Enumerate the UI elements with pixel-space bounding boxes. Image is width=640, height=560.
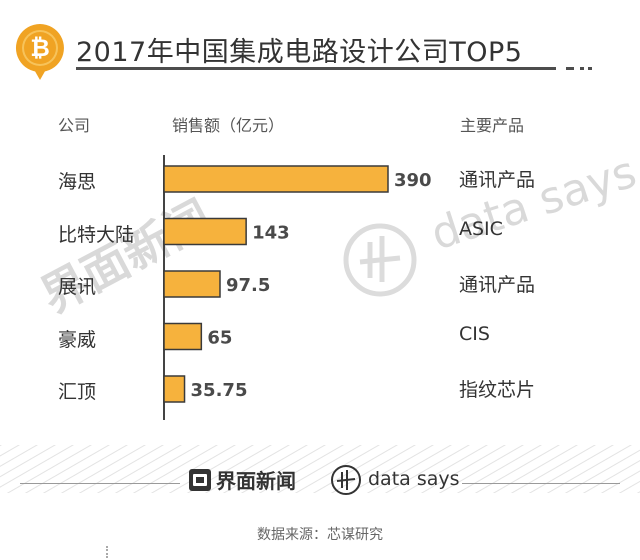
title-underline-dash [580,67,584,70]
bar-value-label: 35.75 [191,380,248,401]
column-header-company: 公司 [58,116,91,135]
category-label: 海思 [58,171,97,193]
bar-chart: 390 143 97.5 65 35.75 [163,155,432,420]
footer-divider [20,483,180,484]
bar [163,375,186,403]
dotted-marker [106,546,110,558]
bar [163,270,221,298]
product-label: ASIC [459,217,503,240]
category-label: 豪威 [58,328,97,351]
column-header-product: 主要产品 [460,116,525,135]
bar-value-label: 97.5 [226,275,270,296]
bitcoin-icon: ₿ [15,24,64,80]
watermark-datasays-icon [343,223,417,297]
column-header-sales: 销售额（亿元） [172,116,285,135]
bar [163,322,203,351]
footer-hatch-pattern [0,445,640,493]
bar [163,165,389,193]
svg-text:₿: ₿ [30,34,50,62]
footer-brand-cn: 界面新闻 [216,469,296,493]
chart-title: 2017年中国集成电路设计公司TOP5 [76,37,523,68]
jiemian-logo-icon [189,469,211,491]
product-label: CIS [459,322,490,345]
category-label: 展讯 [58,276,97,298]
bar-value-label: 143 [252,223,290,244]
product-label: 指纹芯片 [459,379,536,401]
product-label: 通讯产品 [459,274,536,296]
footer-brand-en: data says [368,468,460,490]
footer-divider [462,483,620,484]
datasays-logo-icon [331,465,361,495]
product-label: 通讯产品 [459,169,536,191]
category-label: 汇顶 [58,381,97,403]
bar [163,217,247,246]
title-underline-dash [566,67,574,70]
category-label: 比特大陆 [58,223,135,246]
title-underline-dash [588,67,592,70]
bar-value-label: 390 [394,170,432,191]
bar-value-label: 65 [207,328,232,349]
title-underline [76,67,556,70]
data-source: 数据来源：芯谋研究 [257,527,383,543]
